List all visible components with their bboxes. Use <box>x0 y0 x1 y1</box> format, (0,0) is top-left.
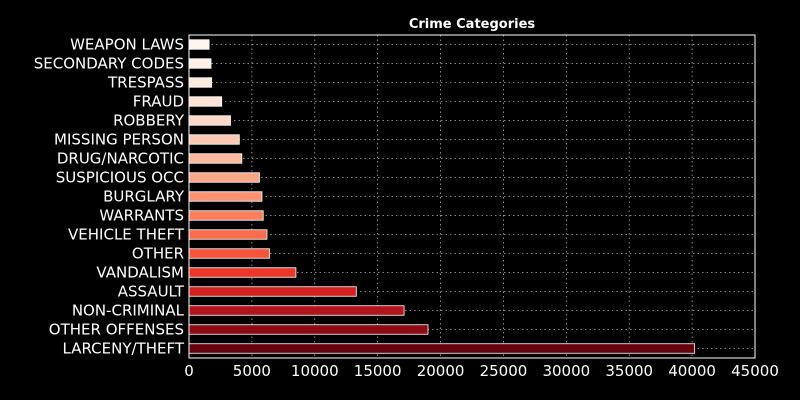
y-tick-label: SUSPICIOUS OCC <box>56 169 184 187</box>
chart-title: Crime Categories <box>409 17 536 32</box>
bar-warrants <box>188 210 264 221</box>
bar-other-offenses <box>188 324 429 335</box>
bar-larceny-theft <box>188 343 696 354</box>
x-tick-label: 30000 <box>542 362 590 380</box>
bar-fraud <box>188 96 223 107</box>
y-tick-label: WARRANTS <box>99 207 184 225</box>
y-tick-label: OTHER OFFENSES <box>49 321 184 339</box>
x-tick-label: 15000 <box>354 362 402 380</box>
y-tick-label: SECONDARY CODES <box>34 55 184 73</box>
bar-robbery <box>188 115 231 126</box>
plot-frame <box>188 34 756 359</box>
bar-weapon-laws <box>188 39 210 50</box>
y-tick-label: DRUG/NARCOTIC <box>57 150 184 168</box>
y-tick-label: FRAUD <box>133 93 184 111</box>
x-tick-labels: 0 5000 10000 15000 20000 25000 30000 35000 40000… <box>184 362 779 380</box>
x-tick-label: 20000 <box>417 362 465 380</box>
x-tick-label: 0 <box>184 362 194 380</box>
bar-other <box>188 248 270 259</box>
y-tick-label: WEAPON LAWS <box>70 36 184 54</box>
bar-suspicious-occ <box>188 172 260 183</box>
x-tick-label: 35000 <box>605 362 653 380</box>
bar-vehicle-theft <box>188 229 268 240</box>
bar-missing-person <box>188 134 240 145</box>
y-tick-label: MISSING PERSON <box>54 131 184 149</box>
bar-secondary-codes <box>188 58 212 69</box>
y-tick-label: TRESPASS <box>107 74 184 92</box>
bars-layer <box>188 39 696 354</box>
y-tick-label: VEHICLE THEFT <box>68 226 185 244</box>
y-tick-label: OTHER <box>132 245 184 263</box>
x-tick-label: 45000 <box>731 362 779 380</box>
bar-non-criminal <box>188 305 405 316</box>
bar-trespass <box>188 77 213 88</box>
y-tick-label: LARCENY/THEFT <box>63 340 185 358</box>
bar-assault <box>188 286 357 297</box>
bar-burglary <box>188 191 263 202</box>
bar-vandalism <box>188 267 297 278</box>
y-tick-label: NON-CRIMINAL <box>72 302 185 320</box>
x-tick-label: 25000 <box>480 362 528 380</box>
x-tick-label: 40000 <box>668 362 716 380</box>
bar-drug-narcotic <box>188 153 243 164</box>
y-tick-label: BURGLARY <box>103 188 185 206</box>
y-tick-label: ASSAULT <box>118 283 185 301</box>
x-tick-label: 5000 <box>233 362 271 380</box>
x-tick-label: 10000 <box>291 362 339 380</box>
y-tick-label: ROBBERY <box>113 112 185 130</box>
y-tick-label: VANDALISM <box>96 264 184 282</box>
